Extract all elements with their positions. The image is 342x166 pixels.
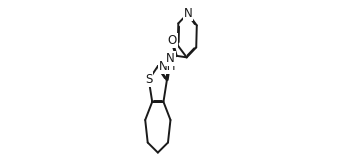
- Text: NH: NH: [159, 60, 176, 73]
- Text: O: O: [167, 34, 176, 47]
- Text: N: N: [183, 7, 192, 20]
- Text: N: N: [166, 52, 175, 65]
- Text: S: S: [145, 73, 153, 86]
